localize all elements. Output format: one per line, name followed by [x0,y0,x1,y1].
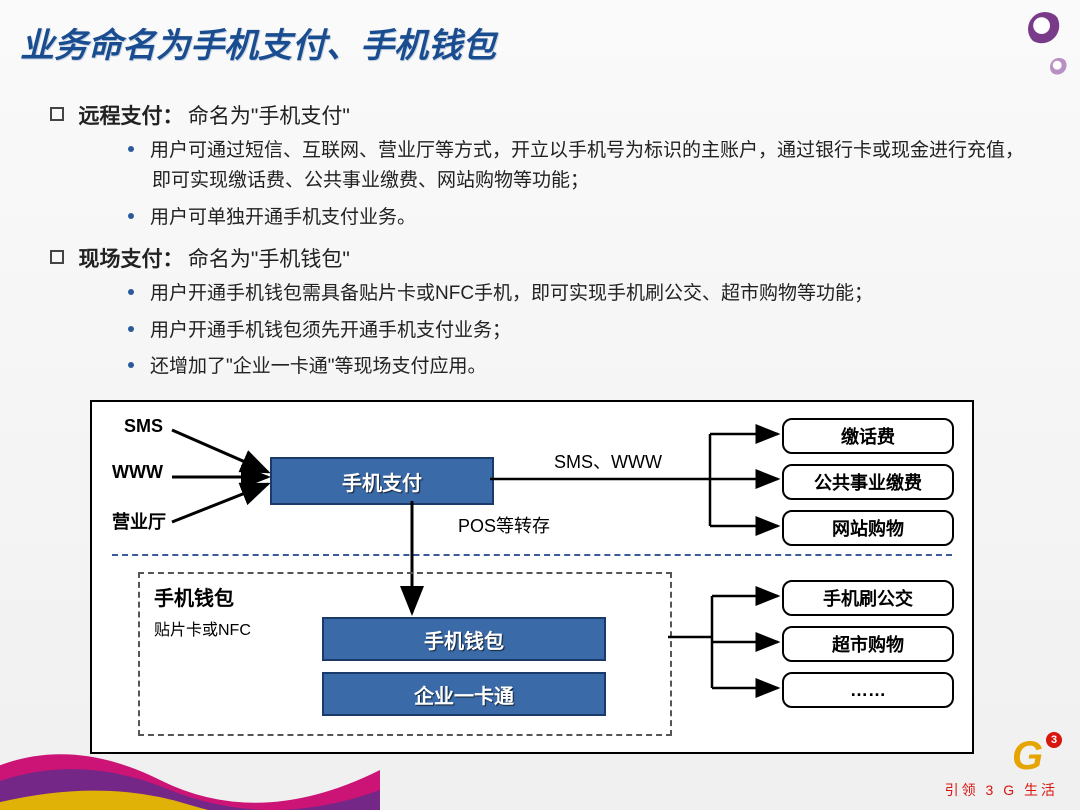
sub-bullet: 还增加了"企业一卡通"等现场支付应用。 [128,352,1030,382]
bullet-remote: 远程支付： 命名为"手机支付" [50,100,1030,130]
node-mobile-wallet: 手机钱包 [322,617,606,661]
swirl-icon [1028,12,1062,46]
logo-3g: G 3 [1012,734,1060,782]
edge-label-down: POS等转存 [458,512,550,538]
bullet-label: 现场支付： [78,248,183,271]
sub-bullet: 用户可单独开通手机支付业务。 [128,203,1030,233]
input-www: WWW [112,462,163,483]
output-supermarket: 超市购物 [782,626,954,662]
logo-three: 3 [1046,732,1062,748]
sub-bullet: 用户开通手机钱包须先开通手机支付业务； [128,316,1030,346]
swirl-icon [1050,58,1068,76]
wallet-group-title: 手机钱包 [154,582,234,611]
input-hall: 营业厅 [112,508,166,534]
edge-label-top: SMS、WWW [554,448,662,474]
dot-icon [128,146,134,152]
dot-icon [128,362,134,368]
sub-bullet: 用户开通手机钱包需具备贴片卡或NFC手机，即可实现手机刷公交、超市购物等功能； [128,279,1030,309]
logo-g: G [1012,734,1043,778]
bullet-onsite: 现场支付： 命名为"手机钱包" [50,243,1030,273]
sub-text: 用户开通手机钱包须先开通手机支付业务； [150,320,511,341]
dot-icon [128,213,134,219]
wallet-group-sub: 贴片卡或NFC [154,616,251,640]
bullet-rest: 命名为"手机钱包" [188,248,350,271]
footer-tagline: 引领 3 G 生活 [945,780,1058,800]
input-sms: SMS [124,416,163,437]
output-utility: 公共事业缴费 [782,464,954,500]
bullet-label: 远程支付： [78,105,183,128]
sub-bullet: 用户可通过短信、互联网、营业厅等方式，开立以手机号为标识的主账户，通过银行卡或现… [128,136,1030,197]
sub-text: 用户可单独开通手机支付业务。 [150,207,416,228]
output-bus: 手机刷公交 [782,580,954,616]
square-bullet-icon [50,250,64,264]
wallet-to-outputs-arrows [668,592,788,702]
output-more: …… [782,672,954,708]
input-arrows [172,422,272,532]
sub-text: 用户开通手机钱包需具备贴片卡或NFC手机，即可实现手机刷公交、超市购物等功能； [150,283,873,304]
node-mobile-pay: 手机支付 [270,457,494,505]
slide-title: 业务命名为手机支付、手机钱包 [20,18,496,67]
node-enterprise-card: 企业一卡通 [322,672,606,716]
dot-icon [128,289,134,295]
bullet-rest: 命名为"手机支付" [188,105,350,128]
diagram-frame: SMS WWW 营业厅 手机支付 SMS、WWW 缴话费 公共事业缴费 网站购物 [90,400,974,754]
output-shopping: 网站购物 [782,510,954,546]
square-bullet-icon [50,107,64,121]
sub-text: 用户可通过短信、互联网、营业厅等方式，开立以手机号为标识的主账户，通过银行卡或现… [150,140,1024,191]
content-area: 远程支付： 命名为"手机支付" 用户可通过短信、互联网、营业厅等方式，开立以手机… [50,90,1030,388]
dot-icon [128,326,134,332]
slide: 业务命名为手机支付、手机钱包 远程支付： 命名为"手机支付" 用户可通过短信、互… [0,0,1080,810]
output-phone-bill: 缴话费 [782,418,954,454]
divider-dashed [112,554,952,556]
sub-text: 还增加了"企业一卡通"等现场支付应用。 [150,356,487,377]
